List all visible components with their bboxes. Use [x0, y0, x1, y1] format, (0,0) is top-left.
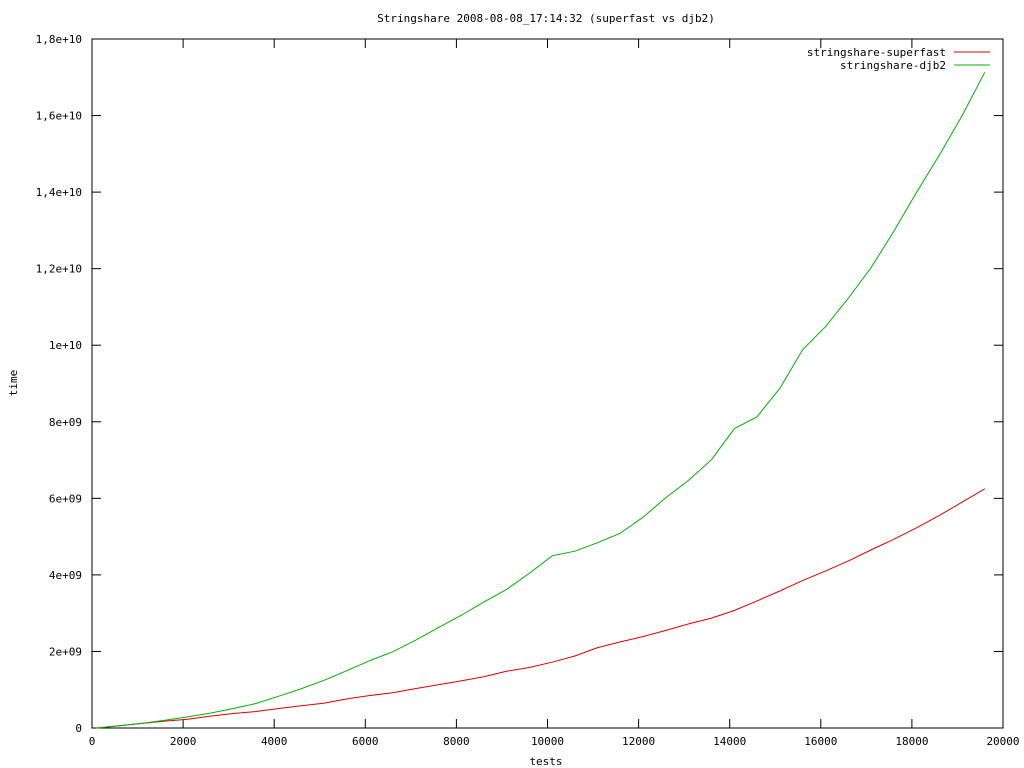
y-axis: 0 2e+09 4e+09 6e+09 8e+09 1e+10 1,2e+10 1,4e+10… — [36, 33, 1003, 735]
x-tick-label: 8000 — [443, 735, 470, 748]
x-tick-label: 20000 — [986, 735, 1019, 748]
x-tick-label: 14000 — [713, 735, 746, 748]
y-tick-label: 1,2e+10 — [36, 263, 82, 276]
x-tick-label: 12000 — [622, 735, 655, 748]
x-tick-label: 4000 — [261, 735, 288, 748]
y-tick-label: 2e+09 — [49, 645, 82, 658]
y-tick-label: 1,6e+10 — [36, 110, 82, 123]
legend-label: stringshare-superfast — [807, 46, 946, 59]
series-lines — [96, 72, 986, 729]
y-tick-label: 4e+09 — [49, 569, 82, 582]
series-line-stringshare-superfast — [96, 488, 986, 729]
legend-label: stringshare-djb2 — [840, 59, 946, 72]
y-tick-label: 0 — [75, 722, 82, 735]
x-tick-label: 16000 — [804, 735, 837, 748]
x-tick-label: 10000 — [531, 735, 564, 748]
x-tick-label: 2000 — [170, 735, 197, 748]
y-tick-label: 8e+09 — [49, 416, 82, 429]
x-tick-label: 0 — [89, 735, 96, 748]
x-tick-label: 6000 — [352, 735, 379, 748]
y-axis-label: time — [7, 370, 20, 397]
y-tick-label: 1,4e+10 — [36, 186, 82, 199]
y-tick-label: 1,8e+10 — [36, 33, 82, 46]
chart-title: Stringshare 2008-08-08_17:14:32 (superfa… — [377, 12, 715, 25]
x-tick-label: 18000 — [895, 735, 928, 748]
x-axis: 0 2000 4000 6000 8000 10000 12000 14000 16000 180… — [89, 39, 1020, 748]
y-tick-label: 6e+09 — [49, 492, 82, 505]
y-tick-label: 1e+10 — [49, 339, 82, 352]
series-line-stringshare-djb2 — [96, 72, 986, 729]
x-axis-label: tests — [529, 755, 562, 768]
